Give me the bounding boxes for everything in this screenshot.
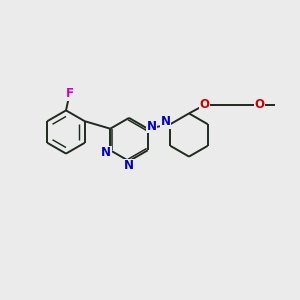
Text: N: N xyxy=(124,159,134,172)
Text: O: O xyxy=(200,98,210,112)
Text: F: F xyxy=(66,87,74,101)
Text: N: N xyxy=(147,120,157,133)
Text: O: O xyxy=(254,98,264,112)
Text: N: N xyxy=(160,115,171,128)
Text: N: N xyxy=(101,146,111,159)
